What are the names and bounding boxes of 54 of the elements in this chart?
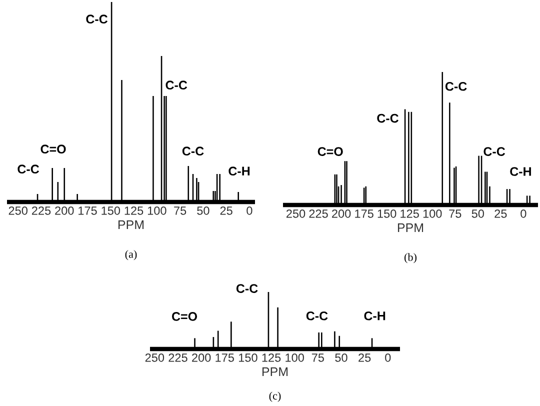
x-tick-label: 50	[335, 353, 348, 362]
annotation: C=O	[172, 312, 198, 321]
x-tick-label: 200	[332, 209, 351, 218]
x-tick-label: 25	[494, 209, 507, 218]
annotation: C=O	[318, 147, 343, 156]
x-axis-title: PPM	[398, 223, 424, 232]
x-tick-label: 225	[309, 209, 328, 218]
x-axis-title: PPM	[262, 367, 288, 376]
x-tick-label: 100	[423, 209, 442, 218]
x-tick-label: 50	[197, 206, 210, 215]
x-tick-label: 25	[220, 206, 232, 215]
x-tick-label: 75	[449, 210, 462, 218]
x-tick-label: 125	[400, 209, 419, 218]
x-tick-label: 75	[174, 206, 186, 215]
annotation: C-C	[86, 14, 108, 24]
annotation: C-C	[236, 284, 258, 293]
x-tick-label: 225	[168, 353, 188, 362]
x-tick-label: 250	[8, 206, 28, 215]
x-tick-label: 125	[124, 206, 144, 215]
x-tick-label: 0	[385, 353, 391, 362]
x-tick-label: 225	[32, 206, 51, 215]
annotation: C-H	[228, 166, 250, 176]
x-tick-label: 150	[102, 206, 120, 215]
x-tick-label: 150	[378, 209, 396, 218]
x-tick-label: 0	[520, 209, 526, 218]
text: (b)	[404, 253, 416, 264]
annotation: C=O	[40, 144, 66, 154]
annotation: C-C	[377, 114, 398, 123]
x-tick-label: 250	[145, 353, 164, 362]
text: (a)	[125, 250, 137, 260]
annotation: C-C	[484, 147, 506, 156]
annotation: C-H	[364, 311, 386, 320]
x-tick-label: 175	[216, 354, 234, 362]
x-tick-label: 200	[192, 353, 211, 362]
annotation: C-C	[166, 80, 188, 90]
annotation: C-C	[445, 82, 467, 91]
x-axis-title: PPM	[118, 220, 144, 230]
text: (c)	[269, 392, 281, 402]
x-tick-label: 200	[55, 206, 74, 215]
x-tick-label: 75	[312, 354, 324, 362]
x-tick-label: 125	[262, 353, 281, 362]
annotation: C-C	[18, 164, 40, 174]
annotation: C-C	[306, 311, 328, 320]
x-tick-label: 25	[358, 353, 371, 362]
annotation: C-H	[510, 167, 531, 176]
annotation: C-C	[182, 146, 204, 156]
x-tick-label: 175	[355, 210, 374, 218]
x-tick-label: 175	[78, 206, 97, 215]
x-tick-label: 100	[286, 353, 304, 362]
x-tick-label: 250	[286, 209, 306, 218]
x-tick-label: 150	[239, 353, 258, 362]
x-tick-label: 0	[246, 206, 252, 215]
x-tick-label: 100	[148, 206, 166, 215]
x-tick-label: 50	[472, 209, 484, 218]
